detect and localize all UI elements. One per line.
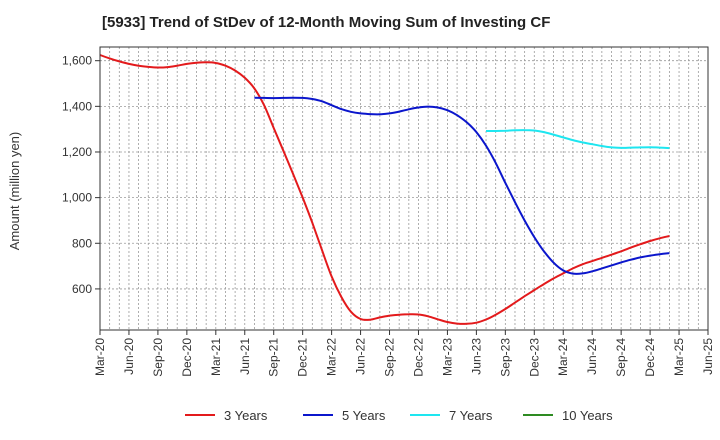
legend-item: 3 Years (185, 408, 268, 423)
legend-label: 5 Years (342, 408, 386, 423)
x-tick-label: Jun-22 (354, 338, 368, 375)
x-tick-label: Sep-24 (614, 338, 628, 377)
x-tick-label: Sep-21 (267, 338, 281, 377)
x-axis: Mar-20 Jun-20 Sep-20 Dec-20 Mar-21 Jun-21 Sep-… (93, 330, 715, 377)
x-tick-label: Jun-21 (238, 338, 252, 375)
x-tick-label: Dec-22 (411, 338, 425, 377)
y-tick-label: 1,000 (62, 191, 92, 205)
x-tick-label: Mar-25 (672, 338, 686, 376)
y-tick-label: 1,600 (62, 54, 92, 68)
chart-title: [5933] Trend of StDev of 12-Month Moving… (102, 14, 551, 31)
x-tick-label: Dec-20 (180, 338, 194, 377)
grid-layer (100, 47, 708, 330)
legend-item: 7 Years (410, 408, 493, 423)
x-tick-label: Dec-21 (296, 338, 310, 377)
x-tick-label: Mar-22 (325, 338, 339, 376)
x-tick-label: Jun-24 (585, 338, 599, 375)
legend-label: 3 Years (224, 408, 268, 423)
y-tick-label: 600 (72, 282, 92, 296)
x-tick-label: Sep-20 (151, 338, 165, 377)
legend-item: 5 Years (303, 408, 386, 423)
x-tick-label: Dec-24 (643, 338, 657, 377)
series-line-7-years (486, 129, 670, 150)
legend-item: 10 Years (523, 408, 613, 423)
x-tick-label: Jun-20 (122, 338, 136, 375)
x-tick-label: Jun-25 (701, 338, 715, 375)
x-tick-label: Mar-21 (209, 338, 223, 376)
x-tick-label: Mar-23 (440, 338, 454, 376)
y-tick-label: 1,200 (62, 145, 92, 159)
y-axis-title: Amount (million yen) (7, 132, 22, 251)
x-tick-label: Mar-24 (556, 338, 570, 376)
plot-frame (99, 46, 709, 331)
legend-label: 10 Years (562, 408, 613, 423)
x-tick-label: Sep-23 (498, 338, 512, 377)
x-tick-label: Dec-23 (527, 338, 541, 377)
x-tick-label: Jun-23 (469, 338, 483, 375)
x-tick-label: Mar-20 (93, 338, 107, 376)
series-line-5-years (254, 96, 670, 275)
y-tick-label: 1,400 (62, 99, 92, 113)
series-line-3-years (99, 54, 670, 325)
legend: 3 Years 5 Years 7 Years 10 Years (185, 408, 613, 423)
series-layer (99, 54, 670, 325)
y-axis: 600 800 1,000 1,200 1,400 1,600 (62, 54, 100, 296)
x-tick-label: Sep-22 (383, 338, 397, 377)
legend-label: 7 Years (449, 408, 493, 423)
y-tick-label: 800 (72, 236, 92, 250)
